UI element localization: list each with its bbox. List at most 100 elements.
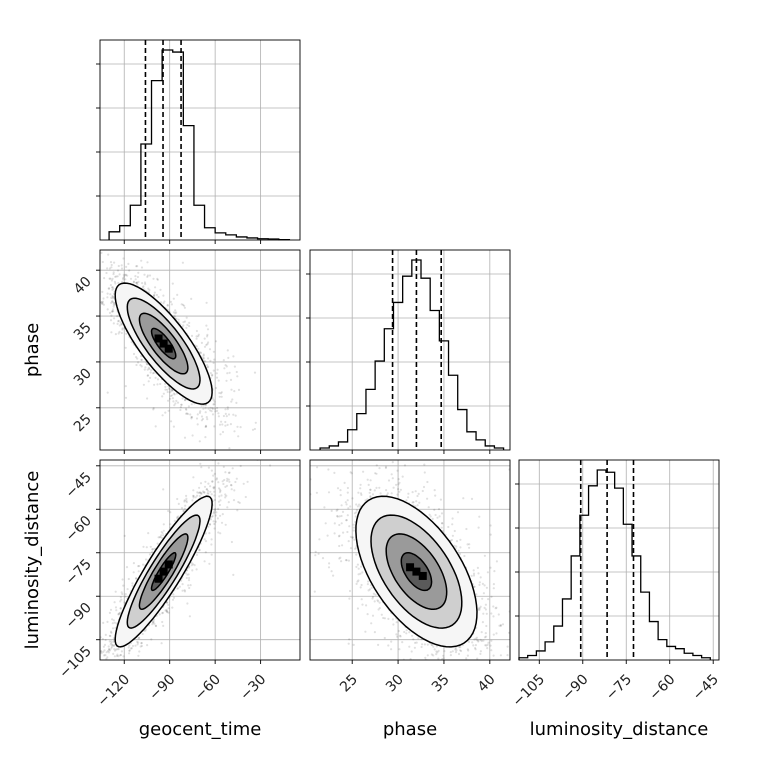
- sample-point: [215, 386, 218, 390]
- sample-point: [183, 436, 187, 439]
- sample-point: [95, 642, 97, 644]
- axes-frame: [518, 459, 720, 661]
- sample-point: [87, 675, 89, 677]
- sample-point: [176, 516, 179, 519]
- sample-point: [151, 548, 154, 551]
- sample-point: [126, 274, 129, 277]
- sample-point: [211, 407, 214, 410]
- sample-point: [183, 304, 186, 307]
- sample-point: [181, 397, 184, 400]
- sample-point: [67, 696, 69, 698]
- sample-point: [212, 486, 215, 489]
- sample-point: [100, 301, 103, 304]
- sample-point: [111, 644, 114, 647]
- axes-frame: [99, 39, 301, 241]
- sample-point: [213, 403, 216, 406]
- sample-point: [219, 499, 222, 502]
- sample-point: [144, 628, 147, 631]
- sample-point: [107, 287, 110, 290]
- sample-point: [102, 621, 105, 625]
- sample-point: [79, 261, 81, 263]
- sample-point: [110, 296, 113, 299]
- sample-point: [228, 471, 231, 474]
- sample-point: [127, 577, 130, 581]
- sample-point: [233, 489, 236, 492]
- sample-point: [173, 393, 176, 396]
- sample-point: [216, 368, 219, 371]
- sample-point: [195, 329, 198, 333]
- sample-point: [207, 525, 210, 528]
- sample-point: [140, 259, 143, 262]
- sample-point: [213, 358, 216, 361]
- sample-point: [176, 401, 180, 404]
- sample-point: [115, 648, 118, 651]
- sample-point: [112, 619, 115, 622]
- sample-point: [179, 408, 182, 412]
- sample-point: [172, 297, 175, 300]
- sample-point: [190, 461, 192, 463]
- sample-point: [200, 341, 203, 344]
- sample-point: [103, 277, 106, 280]
- sample-point: [83, 241, 85, 243]
- sample-point: [97, 299, 99, 301]
- sample-point: [142, 383, 145, 386]
- sample-point: [111, 300, 114, 303]
- sample-point: [181, 589, 184, 592]
- sample-point: [205, 343, 208, 347]
- sample-point: [142, 545, 145, 548]
- sample-point: [227, 501, 230, 504]
- sample-point: [204, 404, 207, 407]
- sample-point: [99, 684, 101, 686]
- sample-point: [225, 365, 228, 368]
- sample-point: [154, 624, 158, 628]
- sample-point: [184, 407, 188, 410]
- sample-point: [103, 643, 107, 647]
- sample-point: [136, 281, 139, 284]
- sample-point: [190, 416, 194, 419]
- sample-point: [137, 361, 140, 364]
- sample-point: [124, 346, 127, 349]
- sample-point: [232, 573, 235, 577]
- sample-point: [184, 504, 187, 507]
- sample-point: [161, 414, 164, 417]
- sample-point: [137, 271, 140, 274]
- sample-point: [183, 500, 186, 503]
- sample-point: [91, 674, 93, 676]
- sample-point: [154, 425, 157, 428]
- sample-point: [146, 374, 149, 377]
- sample-point: [205, 416, 208, 419]
- sample-point: [169, 397, 172, 400]
- sample-point: [118, 324, 121, 327]
- sample-point: [140, 358, 143, 362]
- sample-point: [253, 371, 257, 374]
- sample-point: [213, 472, 216, 475]
- sample-point: [212, 350, 215, 353]
- sample-point: [209, 359, 212, 362]
- sample-point: [120, 323, 123, 326]
- sample-point: [60, 301, 62, 303]
- sample-point: [202, 356, 205, 359]
- sample-point: [160, 642, 163, 645]
- sample-point: [169, 391, 172, 394]
- sample-point: [110, 263, 113, 267]
- sample-point: [209, 409, 212, 412]
- sample-point: [185, 408, 188, 411]
- sample-point: [213, 400, 216, 403]
- sample-point: [190, 415, 193, 419]
- sample-point: [208, 523, 212, 526]
- sample-point: [135, 356, 138, 359]
- sample-point: [58, 243, 60, 245]
- sample-point: [137, 637, 140, 640]
- sample-point: [214, 520, 217, 523]
- sample-point: [224, 364, 227, 367]
- sample-point: [159, 535, 162, 539]
- sample-point: [222, 482, 225, 486]
- sample-point: [161, 532, 164, 535]
- sample-point: [183, 320, 187, 323]
- sample-point: [205, 488, 208, 491]
- sample-point: [151, 548, 154, 551]
- sample-point: [120, 267, 124, 270]
- sample-point: [121, 578, 124, 581]
- sample-point: [173, 404, 176, 407]
- sample-point: [190, 297, 193, 300]
